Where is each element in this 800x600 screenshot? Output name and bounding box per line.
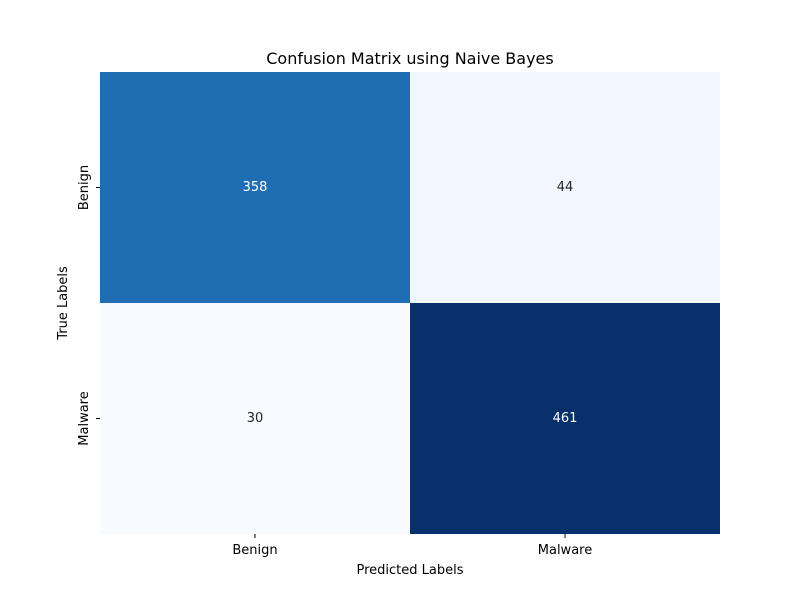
heatmap-cell-value-1-1: 461 [553, 411, 578, 426]
y-axis-label: True Labels [56, 266, 71, 341]
heatmap-cells [100, 72, 720, 534]
chart-title: Confusion Matrix using Naive Bayes [266, 49, 553, 68]
heatmap-cell-labels: 358 44 30 461 [243, 180, 578, 426]
y-tick-label-0: Benign [77, 165, 92, 210]
y-axis-ticks: Benign Malware [77, 165, 100, 446]
y-tick-label-1: Malware [77, 391, 92, 445]
heatmap-cell-value-0-1: 44 [557, 180, 574, 195]
x-tick-label-1: Malware [538, 543, 592, 558]
heatmap-cell-value-0-0: 358 [243, 180, 268, 195]
heatmap-cell-value-1-0: 30 [247, 411, 264, 426]
heatmap-cell-0-1 [410, 72, 720, 303]
heatmap-cell-1-1 [410, 303, 720, 534]
heatmap-cell-0-0 [100, 72, 410, 303]
x-tick-label-0: Benign [232, 543, 277, 558]
heatmap-cell-1-0 [100, 303, 410, 534]
x-axis-label: Predicted Labels [356, 563, 463, 578]
x-axis-ticks: Benign Malware [232, 534, 592, 558]
